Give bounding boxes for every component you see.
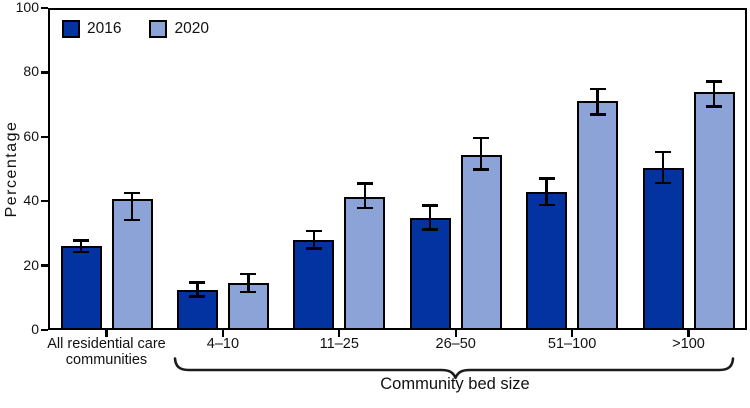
legend-swatch-2016	[62, 20, 80, 38]
bar-2016	[60, 246, 102, 330]
y-tick-label: 40	[23, 192, 39, 209]
error-bar-cap-top-2016	[422, 204, 439, 207]
y-tick	[41, 6, 48, 10]
error-bar-cap-top-2016	[305, 229, 322, 232]
error-bar-cap-bottom-2020	[589, 113, 606, 116]
legend-label-2016: 2016	[87, 20, 122, 37]
error-bar-line-2020	[596, 88, 599, 115]
bar-2016	[526, 191, 568, 330]
error-bar-cap-bottom-2020	[124, 218, 140, 222]
error-bar-line-2020	[247, 273, 250, 293]
y-tick-label: 100	[15, 0, 39, 15]
error-bar-cap-bottom-2016	[655, 181, 671, 185]
y-tick-label: 80	[23, 63, 39, 80]
x-category-label: All residential care communities	[47, 336, 166, 369]
error-bar-line-2016	[79, 240, 83, 253]
y-tick	[41, 328, 48, 332]
error-bar-cap-top-2020	[473, 136, 490, 140]
legend-label-2020: 2020	[174, 20, 209, 37]
error-bar-cap-top-2016	[655, 150, 671, 154]
error-bar-line-2016	[661, 151, 665, 184]
bar-2016	[293, 240, 335, 330]
error-bar-cap-bottom-2016	[305, 247, 322, 250]
y-tick-label: 0	[31, 321, 39, 337]
legend-swatch-2020	[149, 20, 168, 38]
x-axis-group-title: Community bed size	[380, 375, 530, 393]
error-bar-line-2016	[428, 205, 432, 230]
error-bar-cap-bottom-2020	[706, 105, 722, 108]
plot-area	[48, 8, 747, 330]
x-category-label: 4–10	[206, 336, 240, 352]
error-bar-cap-bottom-2020	[356, 206, 373, 210]
x-tick	[105, 330, 108, 337]
x-tick	[570, 330, 574, 337]
error-bar-line-2016	[196, 282, 199, 297]
error-bar-cap-top-2020	[589, 87, 606, 90]
error-bar-cap-top-2016	[189, 281, 206, 284]
x-tick	[221, 330, 225, 337]
x-tick	[338, 330, 341, 337]
error-bar-line-2020	[479, 137, 483, 170]
error-bar-cap-top-2020	[706, 80, 722, 83]
bar-2020	[344, 197, 386, 330]
error-bar-cap-bottom-2020	[240, 290, 257, 294]
y-tick	[41, 200, 48, 203]
error-bar-cap-bottom-2020	[473, 168, 490, 171]
error-bar-cap-bottom-2016	[73, 250, 89, 254]
y-tick	[41, 135, 48, 138]
y-tick-label: 60	[23, 127, 39, 144]
bar-2020	[577, 101, 619, 330]
error-bar-line-2020	[363, 183, 367, 209]
x-tick	[454, 330, 457, 337]
x-tick	[687, 330, 690, 337]
x-category-label: 26–50	[435, 336, 476, 352]
error-bar-line-2016	[545, 178, 548, 206]
error-bar-cap-bottom-2016	[422, 228, 439, 231]
x-category-label: 51–100	[547, 336, 597, 352]
x-category-label: 11–25	[319, 336, 359, 352]
y-tick	[41, 264, 48, 267]
y-tick-label: 20	[23, 256, 39, 273]
bar-2016	[642, 168, 684, 330]
error-bar-cap-top-2016	[538, 177, 555, 180]
error-bar-line-2020	[712, 81, 716, 107]
error-bar-line-2020	[130, 192, 134, 221]
error-bar-cap-bottom-2016	[538, 203, 555, 207]
error-bar-cap-top-2020	[356, 182, 373, 185]
error-bar-cap-bottom-2016	[189, 295, 206, 298]
error-bar-line-2016	[312, 230, 316, 249]
bar-2020	[460, 154, 502, 330]
error-bar-cap-top-2020	[124, 191, 140, 195]
bar-2020	[693, 92, 735, 330]
legend: 2016 2020	[62, 20, 209, 38]
error-bar-cap-top-2020	[240, 272, 257, 276]
error-bar-cap-top-2016	[73, 239, 89, 242]
bar-2016	[409, 218, 451, 330]
y-tick	[41, 71, 48, 74]
x-category-label: >100	[672, 336, 705, 352]
